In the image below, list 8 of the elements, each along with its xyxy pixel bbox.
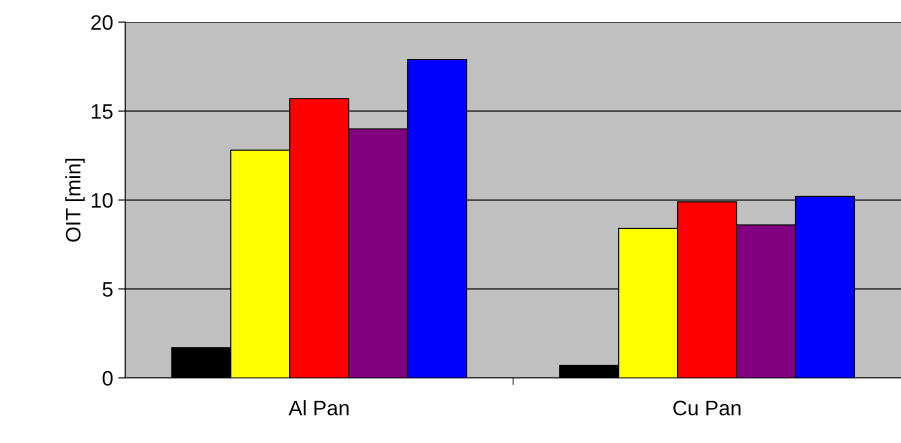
- y-tick-label: 5: [102, 282, 113, 297]
- y-tick-label: 10: [92, 193, 113, 208]
- y-tick-label: 15: [92, 104, 113, 119]
- x-tick-label: Al Pan: [288, 400, 349, 416]
- y-axis-title: OIT [min]: [65, 158, 85, 242]
- y-tick-label: 0: [102, 370, 113, 386]
- x-tick-label: Cu Pan: [673, 400, 740, 416]
- y-tick-label: 20: [91, 15, 113, 30]
